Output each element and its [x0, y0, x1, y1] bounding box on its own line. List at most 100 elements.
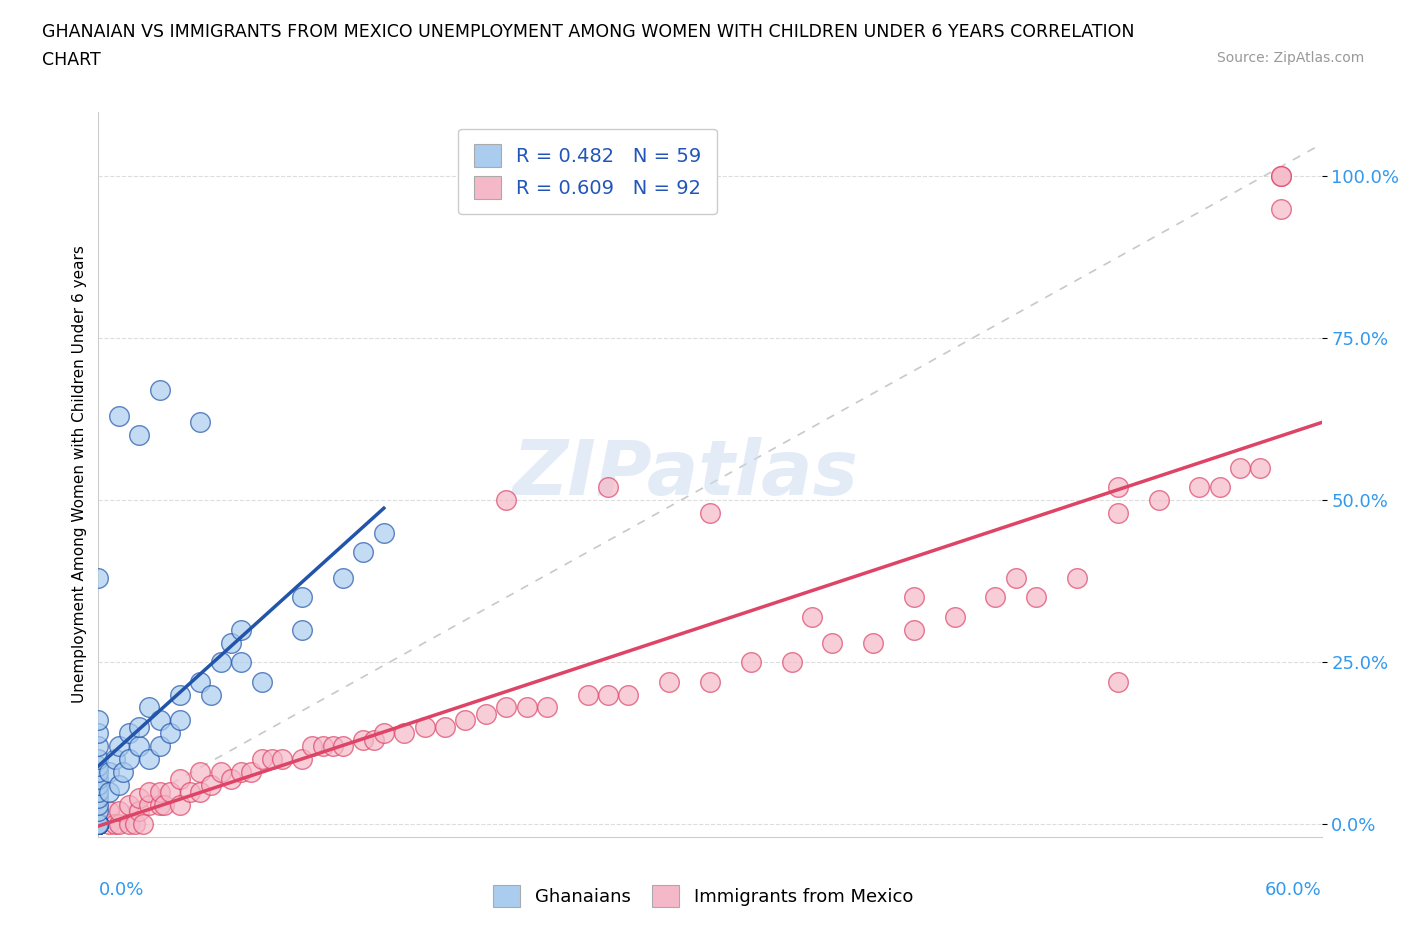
Point: [159, 726, 181, 741]
Point: [200, 687, 222, 702]
Point: [1270, 169, 1292, 184]
Point: [231, 622, 253, 637]
Point: [87, 817, 110, 831]
Point: [1107, 506, 1129, 521]
Point: [219, 635, 242, 650]
Point: [128, 738, 150, 753]
Point: [270, 751, 294, 766]
Point: [128, 720, 150, 735]
Point: [87, 817, 110, 831]
Point: [699, 674, 721, 689]
Point: [658, 674, 681, 689]
Point: [87, 817, 110, 831]
Point: [240, 764, 263, 779]
Point: [87, 817, 110, 831]
Text: GHANAIAN VS IMMIGRANTS FROM MEXICO UNEMPLOYMENT AMONG WOMEN WITH CHILDREN UNDER : GHANAIAN VS IMMIGRANTS FROM MEXICO UNEMP…: [42, 23, 1135, 41]
Text: 0.0%: 0.0%: [98, 881, 143, 898]
Point: [188, 674, 212, 689]
Point: [1229, 460, 1251, 475]
Text: 60.0%: 60.0%: [1265, 881, 1322, 898]
Point: [188, 784, 212, 799]
Point: [87, 817, 110, 831]
Point: [352, 733, 374, 748]
Point: [413, 720, 436, 735]
Point: [97, 764, 120, 779]
Point: [149, 382, 172, 397]
Point: [332, 738, 354, 753]
Point: [138, 797, 160, 812]
Point: [118, 817, 141, 831]
Point: [87, 817, 110, 831]
Point: [87, 726, 110, 741]
Point: [188, 415, 212, 430]
Point: [87, 797, 110, 812]
Point: [87, 817, 110, 831]
Point: [87, 817, 110, 831]
Point: [87, 817, 110, 831]
Point: [1025, 590, 1047, 604]
Point: [87, 817, 110, 831]
Point: [454, 713, 477, 728]
Point: [149, 797, 172, 812]
Point: [169, 797, 191, 812]
Point: [87, 817, 110, 831]
Point: [87, 817, 110, 831]
Point: [301, 738, 323, 753]
Point: [188, 764, 212, 779]
Point: [1270, 169, 1292, 184]
Legend: R = 0.482   N = 59, R = 0.609   N = 92: R = 0.482 N = 59, R = 0.609 N = 92: [458, 128, 717, 214]
Point: [87, 817, 110, 831]
Point: [312, 738, 335, 753]
Point: [118, 726, 141, 741]
Point: [373, 726, 395, 741]
Point: [1147, 493, 1170, 508]
Point: [138, 784, 160, 799]
Point: [219, 771, 242, 786]
Point: [87, 817, 110, 831]
Point: [87, 817, 110, 831]
Point: [1270, 201, 1292, 216]
Point: [97, 817, 120, 831]
Point: [87, 817, 110, 831]
Point: [87, 570, 110, 585]
Point: [209, 764, 232, 779]
Point: [250, 751, 273, 766]
Point: [149, 784, 172, 799]
Text: CHART: CHART: [42, 51, 101, 69]
Point: [118, 751, 141, 766]
Point: [87, 777, 110, 792]
Point: [149, 738, 172, 753]
Point: [87, 817, 110, 831]
Point: [1107, 674, 1129, 689]
Point: [352, 545, 374, 560]
Point: [87, 817, 110, 831]
Point: [1249, 460, 1271, 475]
Point: [322, 738, 344, 753]
Point: [231, 764, 253, 779]
Point: [87, 817, 110, 831]
Point: [87, 738, 110, 753]
Point: [434, 720, 457, 735]
Point: [87, 771, 110, 786]
Point: [138, 751, 160, 766]
Point: [138, 700, 160, 715]
Point: [128, 790, 150, 805]
Point: [1188, 480, 1211, 495]
Point: [97, 804, 120, 818]
Point: [1004, 570, 1026, 585]
Point: [87, 758, 110, 773]
Text: ZIPatlas: ZIPatlas: [513, 437, 859, 512]
Point: [373, 525, 395, 540]
Point: [108, 817, 131, 831]
Point: [149, 713, 172, 728]
Point: [179, 784, 201, 799]
Point: [862, 635, 884, 650]
Point: [87, 804, 110, 818]
Point: [1066, 570, 1088, 585]
Point: [87, 817, 110, 831]
Point: [87, 817, 110, 831]
Point: [87, 817, 110, 831]
Point: [152, 797, 174, 812]
Point: [87, 817, 110, 831]
Point: [363, 733, 385, 748]
